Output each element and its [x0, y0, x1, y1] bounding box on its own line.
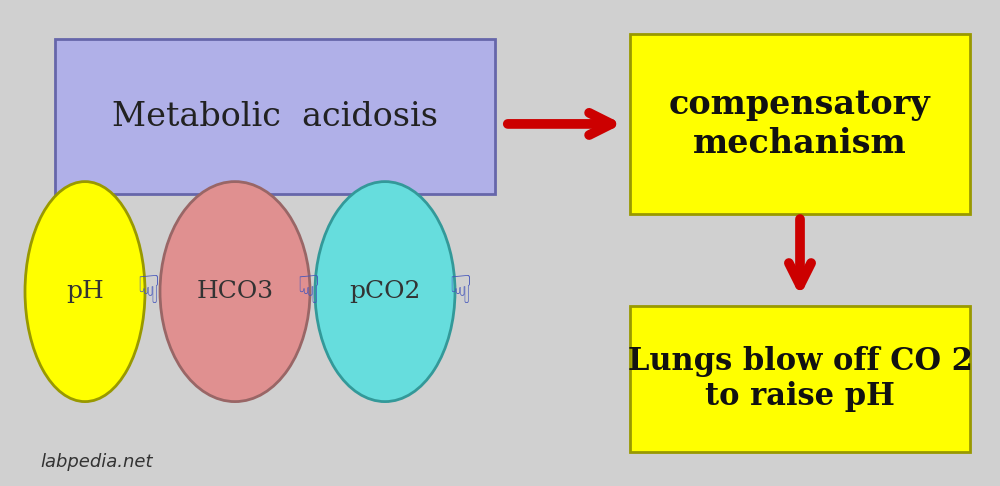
Text: Metabolic  acidosis: Metabolic acidosis	[112, 101, 438, 133]
Text: ☟: ☟	[296, 273, 320, 311]
Ellipse shape	[25, 182, 145, 401]
Text: ☟: ☟	[136, 273, 160, 311]
Ellipse shape	[315, 182, 455, 401]
Text: compensatory
mechanism: compensatory mechanism	[669, 88, 931, 159]
FancyBboxPatch shape	[630, 306, 970, 452]
Text: HCO3: HCO3	[196, 280, 274, 303]
Text: pCO2: pCO2	[349, 280, 421, 303]
Ellipse shape	[160, 182, 310, 401]
Text: labpedia.net: labpedia.net	[40, 453, 152, 471]
Text: pH: pH	[66, 280, 104, 303]
FancyBboxPatch shape	[55, 39, 495, 194]
Text: ☟: ☟	[448, 273, 472, 311]
FancyBboxPatch shape	[630, 34, 970, 214]
Text: Lungs blow off CO 2
to raise pH: Lungs blow off CO 2 to raise pH	[628, 346, 972, 413]
